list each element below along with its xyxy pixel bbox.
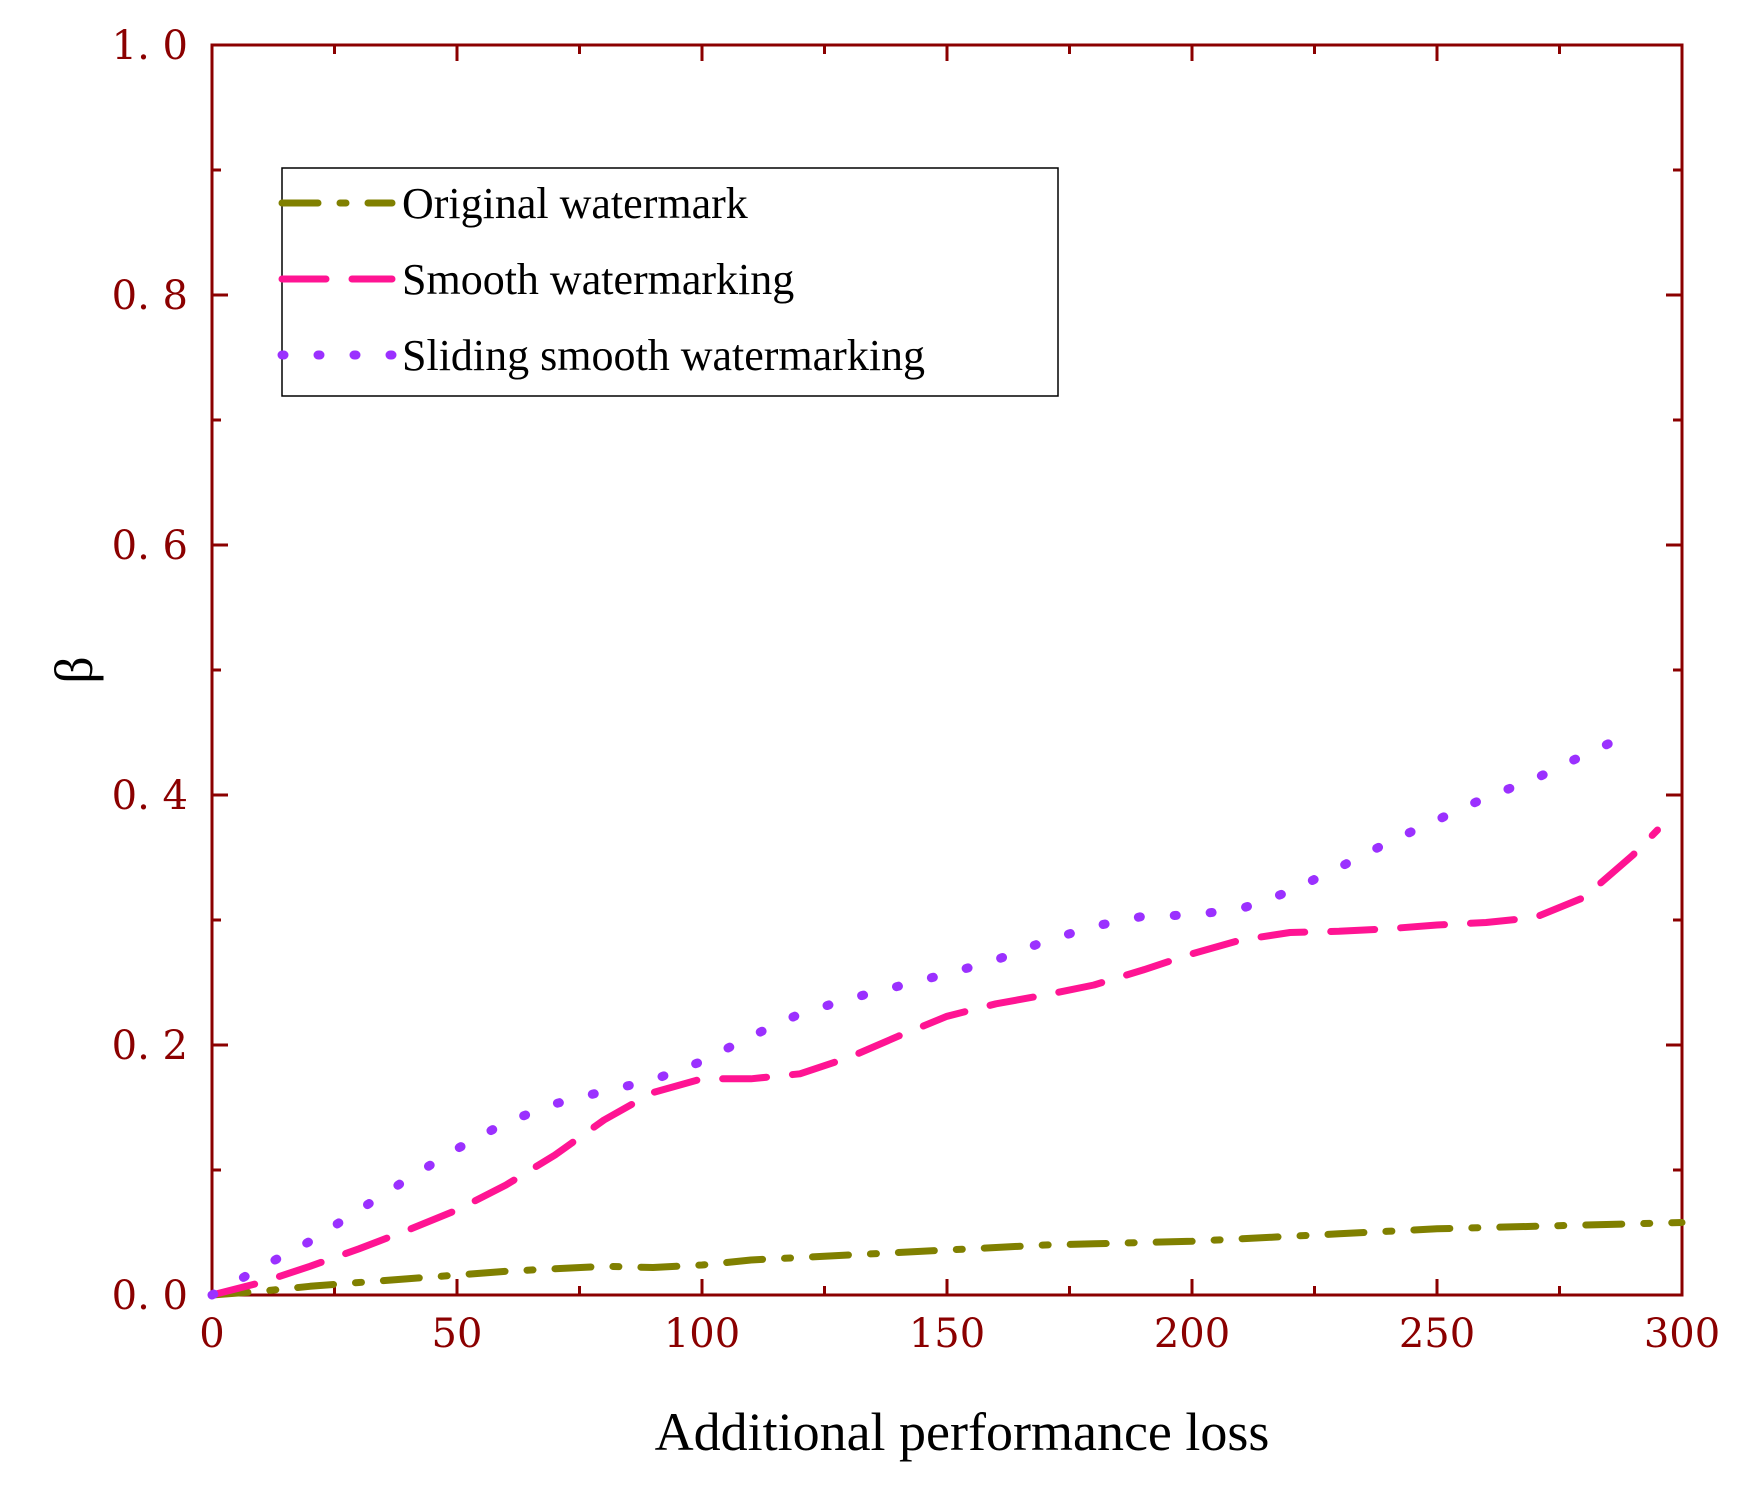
series-layer [207, 728, 1686, 1300]
y-tick-label: 0. 0 [112, 1273, 188, 1319]
plot-area: 0 50 100 150 200 250 300 0. 0 0. 2 0. 4 0. 6 0. 8 1… [112, 23, 1721, 1357]
y-tick-label: 0. 2 [112, 1023, 188, 1069]
y-axis-title: β [44, 656, 104, 683]
legend-label-1: Original watermark [402, 179, 748, 228]
y-tick-label: 0. 6 [112, 523, 188, 569]
x-axis-title: Additional performance loss [655, 1402, 1270, 1462]
y-tick-label: 1. 0 [112, 23, 188, 69]
axis-ticks [210, 43, 1684, 1297]
y-tick-label: 0. 8 [112, 273, 188, 319]
x-tick-label: 50 [432, 1311, 483, 1357]
legend-entries: Original watermark Smooth watermarking Sli… [277, 179, 925, 380]
y-tick-label: 0. 4 [112, 773, 188, 819]
x-tick-label: 250 [1399, 1311, 1475, 1357]
x-tick-label: 300 [1644, 1311, 1720, 1357]
x-tick-label: 0 [199, 1311, 224, 1357]
legend-label-2: Smooth watermarking [402, 255, 794, 304]
x-tick-label: 200 [1154, 1311, 1230, 1357]
series-line-3 [207, 728, 1638, 1300]
legend-box [281, 167, 1059, 397]
series-line-1 [208, 1219, 1686, 1299]
series-line-2 [208, 826, 1661, 1299]
x-tick-label: 100 [664, 1311, 740, 1357]
x-tick-labels: 0 50 100 150 200 250 300 [199, 1311, 1720, 1357]
legend: Original watermark Smooth watermarking Sli… [277, 167, 1059, 397]
x-tick-label: 150 [909, 1311, 985, 1357]
legend-label-3: Sliding smooth watermarking [402, 331, 925, 380]
y-tick-labels: 0. 0 0. 2 0. 4 0. 6 0. 8 1. 0 [112, 23, 188, 1319]
